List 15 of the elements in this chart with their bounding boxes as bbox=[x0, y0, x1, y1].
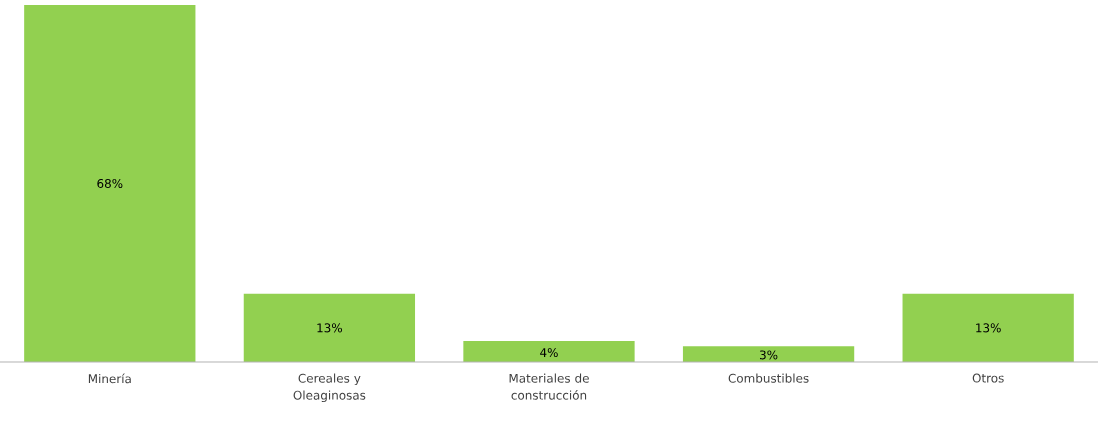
x-tick-label: Otros bbox=[972, 373, 1004, 383]
data-label: 13% bbox=[976, 323, 1001, 333]
bar bbox=[682, 346, 855, 362]
bar bbox=[243, 293, 416, 362]
data-label: 3% bbox=[760, 350, 778, 360]
data-label: 4% bbox=[540, 348, 558, 358]
x-tick-label: Combustibles bbox=[728, 373, 809, 383]
bar bbox=[463, 341, 635, 362]
data-label: 13% bbox=[317, 323, 343, 333]
x-tick-label: Minería bbox=[88, 373, 131, 384]
data-label: 68% bbox=[97, 178, 123, 189]
x-tick-label: Materiales de construcción bbox=[509, 373, 589, 400]
x-tick-label: Cereales y Oleaginosas bbox=[293, 373, 366, 403]
bar bbox=[902, 293, 1074, 362]
bar bbox=[24, 5, 196, 362]
